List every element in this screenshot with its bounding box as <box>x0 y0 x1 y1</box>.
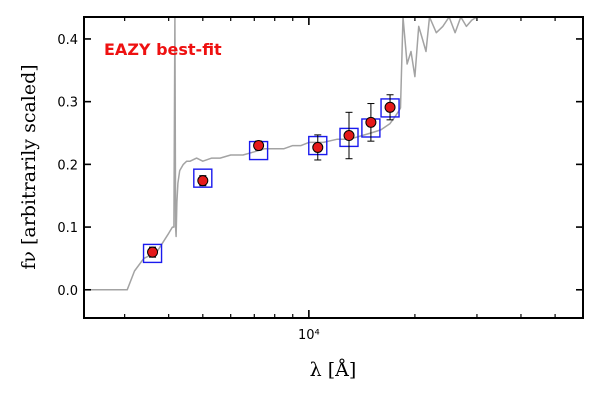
marks-layer <box>142 94 400 264</box>
observed-point-3 <box>312 141 324 153</box>
x-axis-title: λ [Å] <box>310 359 357 381</box>
observed-point-2 <box>253 140 265 152</box>
annotation-label: EAZY best-fit <box>104 40 222 59</box>
template-spectrum-line <box>84 17 478 291</box>
observed-point-0 <box>147 246 159 258</box>
model-box-0 <box>142 243 163 264</box>
y-tick-label-1: 0.1 <box>57 221 78 236</box>
template-layer <box>84 17 478 291</box>
observed-point-5 <box>365 116 377 128</box>
observed-point-6 <box>384 101 396 113</box>
observed-point-4 <box>343 130 355 142</box>
observed-point-1 <box>197 175 209 187</box>
y-tick-label-2: 0.2 <box>57 158 78 173</box>
y-tick-label-3: 0.3 <box>57 96 78 111</box>
x-tick-label-0: 10⁴ <box>298 328 320 343</box>
y-axis-title: fν [arbitrarily scaled] <box>18 64 40 269</box>
axes-layer: 0.0 0.1 0.2 0.3 0.4 10⁴ <box>57 17 583 343</box>
y-tick-label-0: 0.0 <box>57 284 78 299</box>
y-tick-label-4: 0.4 <box>57 33 78 48</box>
model-box-1 <box>193 168 213 188</box>
plot-frame <box>83 16 584 319</box>
